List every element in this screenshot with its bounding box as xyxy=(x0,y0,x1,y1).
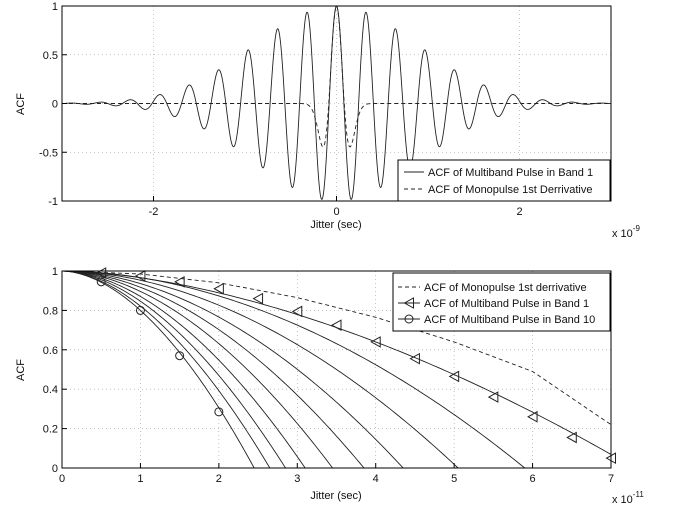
top-y-axis-label: ACF xyxy=(15,93,27,115)
bottom-band-curve xyxy=(61,270,286,469)
top-legend-entry-2: ACF of Monopulse 1st Derrivative xyxy=(428,184,592,196)
bottom-legend: ACF of Monopulse 1st derrivative ACF of … xyxy=(392,272,611,332)
bottom-band1-triangle-marker xyxy=(213,282,224,295)
bottom-x-exponent-base: x 10 xyxy=(612,494,633,506)
top-y-ticks: -1 -0.5 0 0.5 1 xyxy=(39,1,67,208)
bottom-band1-triangle-marker xyxy=(487,391,499,403)
bottom-x-tick-label: 0 xyxy=(59,473,65,485)
bottom-chart: 0 1 2 3 4 5 6 7 0 0.2 0.4 0.6 0.8 1 Jitter (sec) ACF… xyxy=(15,266,644,506)
top-x-exponent-base: x 10 xyxy=(612,228,633,240)
bottom-markers xyxy=(95,267,616,464)
bottom-band1-triangle-marker xyxy=(409,352,420,365)
bottom-x-tick-label: 3 xyxy=(294,473,300,485)
top-y-tick-label: 1 xyxy=(52,1,58,13)
bottom-band1-triangle-marker xyxy=(252,292,264,305)
bottom-y-tick-label: 0.8 xyxy=(43,305,58,317)
top-y-tick-label: -1 xyxy=(48,196,58,208)
bottom-x-tick-label: 6 xyxy=(530,473,536,485)
top-y-tick-label: 0 xyxy=(52,99,58,111)
bottom-band10-circle-marker xyxy=(214,407,224,417)
bottom-x-tick-label: 7 xyxy=(608,473,614,485)
bottom-lines xyxy=(61,270,612,469)
bottom-legend-entry-3: ACF of Multiband Pulse in Band 10 xyxy=(424,314,595,326)
top-x-tick-label: 0 xyxy=(333,206,339,218)
top-legend-entry-1: ACF of Multiband Pulse in Band 1 xyxy=(428,167,593,179)
bottom-y-ticks: 0 0.2 0.4 0.6 0.8 1 xyxy=(43,266,67,475)
bottom-x-exponent: x 10-11 xyxy=(612,490,644,506)
bottom-y-tick-label: 0.6 xyxy=(43,345,58,357)
bottom-band-curve xyxy=(61,270,255,469)
bottom-y-tick-label: 0 xyxy=(52,463,58,475)
bottom-axes-frame xyxy=(61,270,612,469)
bottom-band-curve xyxy=(61,270,306,469)
bottom-y-axis-label: ACF xyxy=(15,359,27,381)
bottom-band-curve xyxy=(61,270,333,469)
bottom-x-tick-label: 5 xyxy=(451,473,457,485)
top-x-exponent-power: -9 xyxy=(633,224,641,233)
bottom-band-curve xyxy=(61,270,404,469)
bottom-band1-triangle-marker xyxy=(174,275,185,288)
bottom-band1-triangle-marker xyxy=(95,267,107,279)
bottom-x-ticks: 0 1 2 3 4 5 6 7 xyxy=(59,463,614,485)
bottom-y-tick-label: 1 xyxy=(52,266,58,278)
bottom-band1-triangle-marker xyxy=(448,370,460,383)
bottom-band1-triangle-marker xyxy=(291,305,303,318)
bottom-band1-triangle-marker xyxy=(330,319,342,332)
bottom-y-tick-label: 0.2 xyxy=(43,424,58,436)
bottom-band1-triangle-marker xyxy=(370,336,381,348)
bottom-x-tick-label: 1 xyxy=(137,473,143,485)
top-x-tick-label: 2 xyxy=(516,206,522,218)
bottom-legend-entry-2: ACF of Multiband Pulse in Band 1 xyxy=(424,298,589,310)
bottom-legend-box xyxy=(392,272,611,332)
bottom-band-curve xyxy=(61,270,271,469)
top-x-axis-label: Jitter (sec) xyxy=(310,219,361,231)
bottom-band10-circle-marker xyxy=(96,277,106,287)
bottom-y-tick-label: 0.4 xyxy=(43,384,58,396)
top-chart: -2 0 2 -1 -0.5 0 0.5 1 Jitter (sec) ACF x 10-9… xyxy=(15,1,640,240)
top-legend: ACF of Multiband Pulse in Band 1 ACF of … xyxy=(397,159,611,202)
bottom-x-exponent-power: -11 xyxy=(633,490,645,499)
top-x-tick-label: -2 xyxy=(149,206,159,218)
top-y-tick-label: -0.5 xyxy=(39,147,58,159)
bottom-band1-triangle-marker xyxy=(566,431,577,444)
bottom-band-curve xyxy=(61,270,365,469)
bottom-band10-circle-marker xyxy=(135,305,145,315)
top-grid xyxy=(62,5,611,202)
bottom-band1-triangle-marker xyxy=(134,270,146,282)
bottom-legend-circle-marker xyxy=(404,314,414,324)
bottom-legend-entry-1: ACF of Monopulse 1st derrivative xyxy=(424,282,587,294)
top-legend-box xyxy=(397,159,611,202)
bottom-band10-circle-marker xyxy=(175,351,185,361)
bottom-x-axis-label: Jitter (sec) xyxy=(310,490,361,502)
top-series-monopulse-line xyxy=(62,4,611,148)
bottom-x-tick-label: 4 xyxy=(373,473,379,485)
bottom-band-curve xyxy=(61,270,459,469)
top-x-exponent: x 10-9 xyxy=(612,224,640,240)
bottom-x-tick-label: 2 xyxy=(216,473,222,485)
bottom-band1-triangle-marker xyxy=(527,410,538,423)
top-y-tick-label: 0.5 xyxy=(43,50,58,62)
bottom-legend-triangle-marker xyxy=(403,297,414,309)
bottom-series-monopulse-line xyxy=(61,270,612,426)
